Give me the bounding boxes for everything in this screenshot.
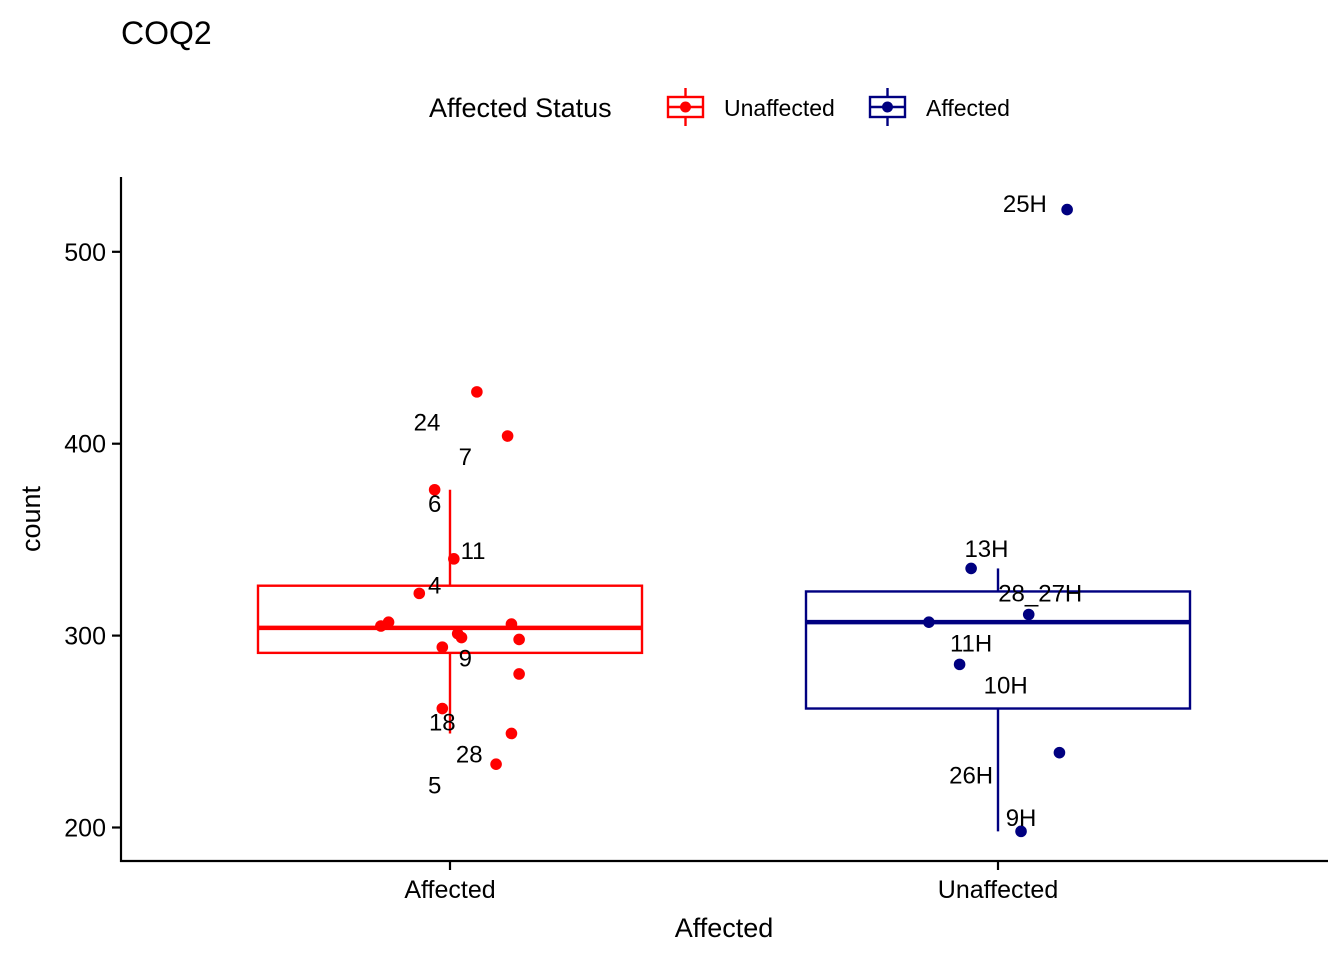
y-tick-label: 300 [64,623,106,651]
legend-title: Affected Status [429,93,612,123]
point-label: 11H [950,630,992,657]
point-label: 7 [459,444,472,471]
point-label: 9H [1006,805,1037,832]
data-point [923,616,935,628]
point-label: 10H [984,672,1028,699]
legend-key-unaffected [666,88,705,126]
legend-label-affected: Affected [926,95,1010,121]
legend-label-unaffected: Unaffected [724,95,835,121]
plot-points [375,203,1073,838]
data-point [513,668,525,680]
point-label: 26H [949,763,993,790]
point-label: 18 [429,710,456,737]
legend-key-affected [868,88,907,126]
y-tick-label: 500 [64,239,106,267]
data-point [428,483,441,496]
point-label: 11 [461,538,486,565]
data-point [1061,203,1073,216]
x-ticks: Affected Unaffected [404,861,1058,904]
data-point [1022,608,1035,621]
data-point [953,658,966,671]
chart-title: COQ2 [121,15,212,51]
data-point [490,758,502,770]
data-point [471,386,483,398]
data-point [448,553,460,565]
x-tick-label: Unaffected [938,876,1058,904]
data-point [505,727,518,740]
point-label: 6 [428,491,441,518]
y-axis: 200 300 400 500 [64,177,123,862]
x-axis-title: Affected [675,913,774,943]
y-axis-title: count [16,485,46,552]
point-label: 9 [459,646,472,673]
boxplot-unaffected [804,568,1192,832]
point-label: 24 [414,410,441,437]
data-point [1015,825,1027,838]
point-label: 13H [964,536,1008,563]
point-label: 28_27H [998,580,1082,607]
x-tick-label: Affected [404,876,495,904]
plot-boxes [256,489,1192,832]
point-label: 25H [1003,191,1047,218]
data-point [413,587,426,600]
data-point [1053,746,1066,759]
box-iqr [256,584,644,655]
y-ticks: 200 300 400 500 [64,239,121,843]
y-tick-label: 400 [64,431,106,459]
data-point [436,641,449,653]
data-point [501,430,514,442]
data-point [513,633,525,646]
legend: Affected Status Unaffected Affected [429,88,1010,126]
y-tick-label: 200 [64,815,106,843]
x-axis: Affected Unaffected [120,859,1328,904]
data-point [436,702,449,715]
data-point [505,618,518,630]
data-point [455,631,468,644]
data-point [382,616,395,628]
point-label: 5 [428,772,441,799]
point-label: 28 [456,742,483,769]
point-label: 4 [428,573,441,600]
boxplot-affected [256,489,644,734]
data-point [965,562,977,575]
box-iqr [804,590,1192,710]
